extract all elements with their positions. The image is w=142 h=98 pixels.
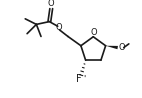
Polygon shape — [106, 46, 118, 49]
Text: O: O — [48, 0, 55, 8]
Text: O: O — [118, 43, 125, 52]
Text: O: O — [55, 23, 62, 32]
Text: F: F — [76, 74, 82, 84]
Text: O: O — [91, 28, 98, 37]
Text: ': ' — [84, 75, 86, 84]
